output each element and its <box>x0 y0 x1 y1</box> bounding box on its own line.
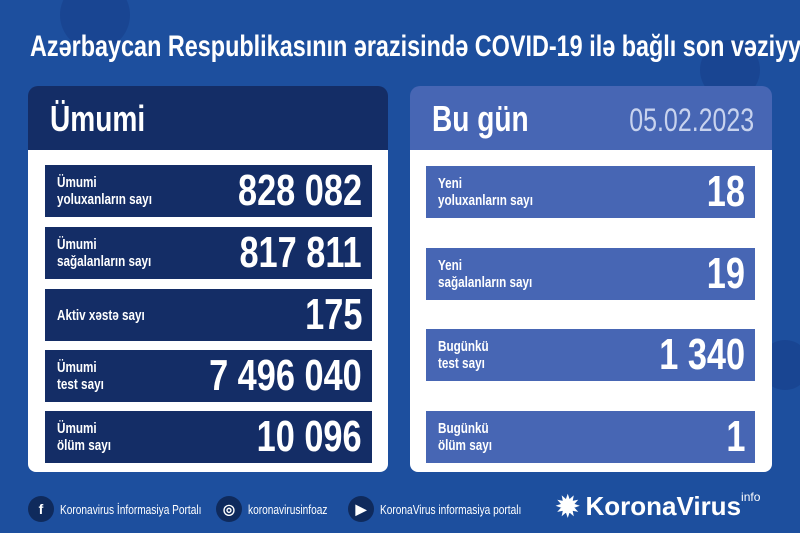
stat-value: 1 340 <box>659 330 745 379</box>
today-stat-row: Yeni yoluxanların sayı 18 <box>426 166 755 218</box>
today-stat-row: Yeni sağalanların sayı 19 <box>426 248 755 300</box>
instagram-icon: ◎ <box>216 496 242 522</box>
stat-label: Bugünkü test sayı <box>438 338 489 372</box>
sun-icon: ✹ <box>556 491 580 522</box>
stat-label: Aktiv xəstə sayı <box>57 306 145 324</box>
today-stat-row: Bugünkü test sayı 1 340 <box>426 329 755 381</box>
total-stat-row: Ümumi yoluxanların sayı 828 082 <box>45 165 372 217</box>
stat-value: 7 496 040 <box>209 351 362 400</box>
facebook-link[interactable]: f Koronavirus İnformasiya Portalı <box>28 496 241 522</box>
date: 05.02.2023 <box>629 102 754 138</box>
stat-value: 817 811 <box>239 228 362 277</box>
stat-value: 175 <box>304 290 362 339</box>
youtube-icon: ▶ <box>348 496 374 522</box>
total-stat-row: Ümumi ölüm sayı 10 096 <box>45 411 372 463</box>
today-header: Bu gün 05.02.2023 <box>410 86 772 150</box>
youtube-link[interactable]: ▶ KoronaVirus informasiya portalı <box>348 496 561 522</box>
total-stat-row: Aktiv xəstə sayı 175 <box>45 289 372 341</box>
stat-label: Yeni yoluxanların sayı <box>438 175 533 209</box>
stat-label: Yeni sağalanların sayı <box>438 257 533 291</box>
stat-value: 10 096 <box>257 412 362 461</box>
stat-label: Ümumi yoluxanların sayı <box>57 174 152 208</box>
facebook-icon: f <box>28 496 54 522</box>
stat-value: 18 <box>706 167 745 216</box>
stat-label: Ümumi test sayı <box>57 359 104 393</box>
page-title: Azərbaycan Respublikasının ərazisində CO… <box>30 30 800 63</box>
stat-value: 1 <box>725 412 745 461</box>
total-stat-row: Ümumi test sayı 7 496 040 <box>45 350 372 402</box>
today-heading: Bu gün <box>432 98 529 139</box>
stat-label: Bugünkü ölüm sayı <box>438 420 492 454</box>
stat-value: 19 <box>706 249 745 298</box>
instagram-link[interactable]: ◎ koronavirusinfoaz <box>216 496 350 522</box>
total-stat-row: Ümumi sağalanların sayı 817 811 <box>45 227 372 279</box>
total-heading: Ümumi <box>50 98 146 139</box>
stat-value: 828 082 <box>237 166 362 215</box>
logo: ✹ KoronaVirus info <box>556 490 761 522</box>
stat-label: Ümumi ölüm sayı <box>57 420 111 454</box>
total-header: Ümumi <box>28 86 388 150</box>
today-stat-row: Bugünkü ölüm sayı 1 <box>426 411 755 463</box>
stat-label: Ümumi sağalanların sayı <box>57 236 152 270</box>
